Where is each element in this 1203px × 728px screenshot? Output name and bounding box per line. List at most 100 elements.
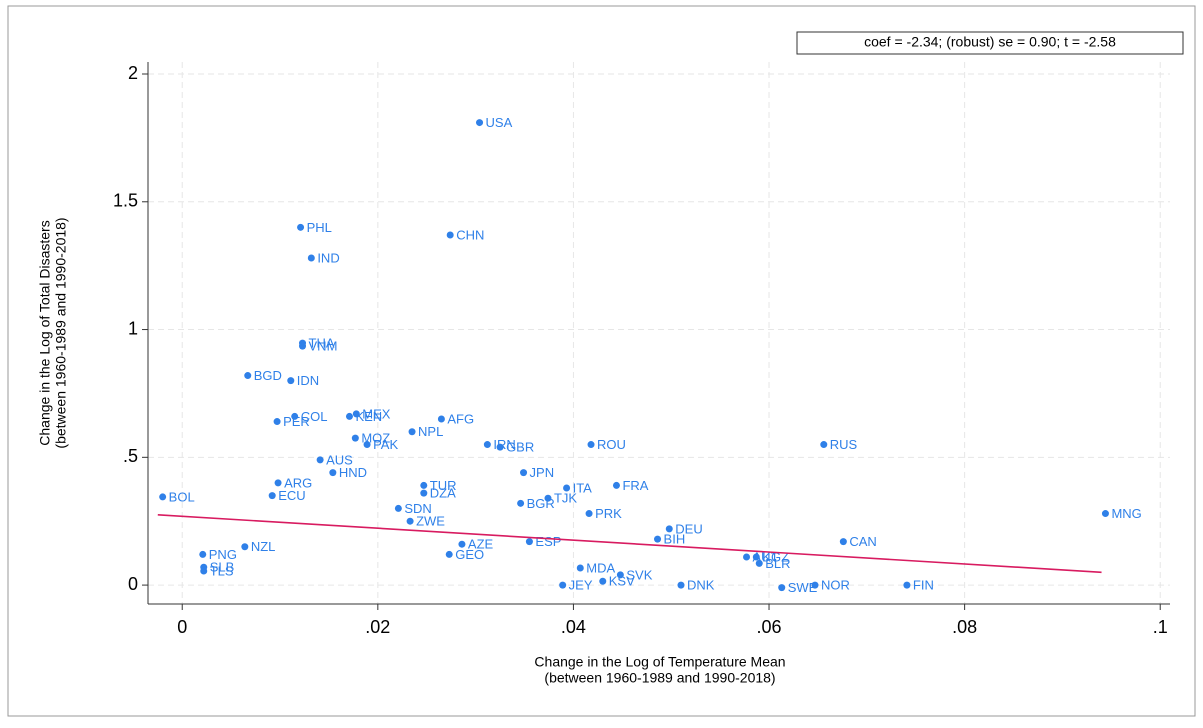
point-label: ROU [597,437,626,452]
point-label: CHN [456,227,484,242]
point [329,469,337,477]
point-label: VNM [309,339,338,354]
point [839,538,847,546]
point [458,540,466,548]
x-axis-label: (between 1960-1989 and 1990-2018) [544,670,775,686]
point-label: GBR [506,440,534,455]
x-tick-label: .08 [952,617,977,637]
point-label: SVK [626,567,652,582]
x-axis-label: Change in the Log of Temperature Mean [534,654,785,670]
point-label: PNG [209,547,237,562]
point [199,550,207,558]
point-label: ESP [535,534,561,549]
point [752,553,760,561]
point [587,441,595,449]
y-tick-label: 1 [128,318,138,338]
point-label: USA [486,115,513,130]
fit-line [157,514,1102,574]
point-label: AFG [447,411,474,426]
point [576,564,584,572]
point [287,377,295,385]
x-tick-label: .04 [561,617,586,637]
point-label: IND [317,250,339,265]
x-tick-label: .02 [365,617,390,637]
point [525,538,533,546]
point [437,415,445,423]
point-label: NZL [251,539,276,554]
point-label: NPL [418,424,443,439]
point [351,434,359,442]
point [244,372,252,380]
point-label: KEN [355,409,382,424]
point [677,581,685,589]
point-label: TJK [554,491,577,506]
point [268,492,276,500]
point-label: BOL [169,489,195,504]
point-label: ITA [573,480,593,495]
point [408,428,416,436]
point-label: ECU [278,488,305,503]
point-label: ARG [284,475,312,490]
point-label: BIH [664,532,686,547]
point-label: BGD [254,368,282,383]
point-label: DEU [675,521,702,536]
point [273,418,281,426]
point [520,469,528,477]
point-label: BLR [765,556,790,571]
point-label: TLS [210,563,234,578]
point-label: PHL [307,220,332,235]
point-label: COL [301,409,328,424]
y-tick-label: 2 [128,63,138,83]
point [446,231,454,239]
point [406,517,414,525]
point-label: SWE [788,580,818,595]
point-label: PAK [373,437,398,452]
y-tick-label: 0 [128,574,138,594]
point [274,479,282,487]
y-axis-label: (between 1960-1989 and 1990-2018) [53,217,69,448]
point [352,410,360,418]
point [200,567,208,575]
point [665,525,673,533]
point [483,441,491,449]
y-axis-label: Change in the Log of Total Disasters [37,220,53,445]
point [778,584,786,592]
point-label: GEO [455,547,484,562]
point-label: MDA [586,560,615,575]
point-label: THA [309,336,335,351]
annotation: coef = -2.34; (robust) se = 0.90; t = -2… [864,34,1116,50]
point-label: AZE [468,537,494,552]
point-label: MNG [1111,506,1141,521]
point [654,535,662,543]
point [616,571,624,579]
point [345,412,353,420]
point [612,481,620,489]
point [903,581,911,589]
point-label: CAN [849,534,876,549]
point-label: SDN [404,501,431,516]
point-label: NOR [821,578,850,593]
point-label: JEY [569,578,593,593]
point [363,441,371,449]
point-label: PER [283,414,310,429]
point [307,254,315,262]
point-label: SLB [210,560,235,575]
point [316,456,324,464]
point-label: JPN [530,465,555,480]
point [241,543,249,551]
point-label: IDN [297,373,319,388]
point [445,550,453,558]
point [420,489,428,497]
point [820,441,828,449]
point [496,443,504,451]
point-label: KSV [609,574,635,589]
annotation-box [796,31,1184,55]
point [585,510,593,518]
x-tick-label: .1 [1153,617,1168,637]
point [544,494,552,502]
point-label: FIN [913,578,934,593]
frame [7,5,1196,717]
point-label: PRK [595,506,622,521]
point [811,581,819,589]
